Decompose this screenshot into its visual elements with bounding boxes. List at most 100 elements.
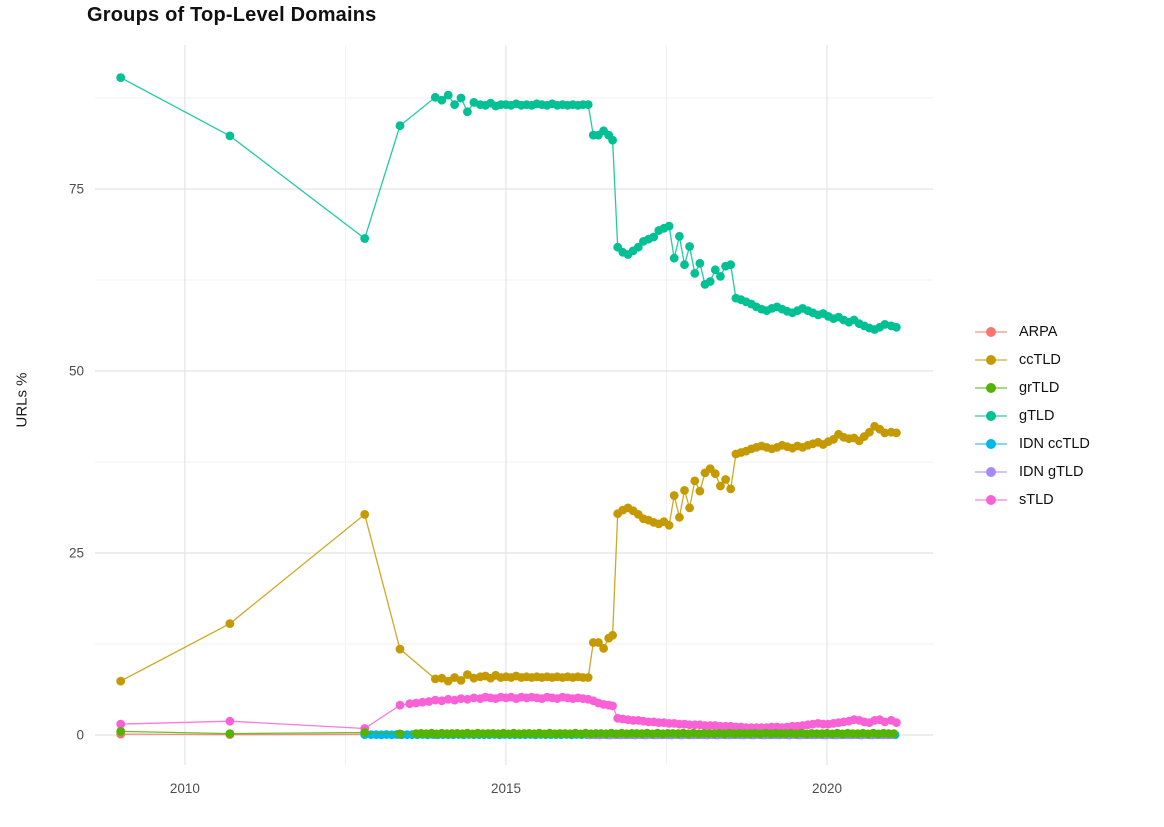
data-point bbox=[225, 131, 235, 141]
legend-key-icon bbox=[975, 325, 1007, 339]
data-point bbox=[395, 700, 405, 710]
data-point bbox=[116, 676, 126, 686]
data-point bbox=[443, 90, 453, 100]
series-layer bbox=[116, 73, 901, 740]
data-point bbox=[892, 322, 901, 332]
legend-label: IDN gTLD bbox=[1019, 464, 1084, 480]
legend-key-icon bbox=[975, 409, 1007, 423]
data-point bbox=[669, 253, 679, 263]
data-point bbox=[710, 469, 720, 479]
data-point bbox=[716, 272, 725, 281]
legend-label: IDN ccTLD bbox=[1019, 436, 1090, 452]
series-gtld bbox=[116, 73, 901, 334]
data-point bbox=[649, 232, 659, 242]
gridlines bbox=[95, 45, 933, 765]
axis-tick-labels: 0 25 50 75 2010 2015 2020 bbox=[69, 182, 842, 797]
data-point bbox=[437, 95, 447, 105]
series-stld bbox=[116, 692, 901, 733]
data-point bbox=[430, 674, 440, 684]
x-tick-label: 2015 bbox=[491, 781, 521, 796]
data-point bbox=[395, 121, 405, 131]
data-point bbox=[463, 670, 472, 679]
data-point bbox=[599, 644, 608, 653]
data-point bbox=[463, 107, 472, 117]
data-point bbox=[608, 630, 617, 640]
data-point bbox=[608, 701, 617, 711]
legend-key-icon bbox=[975, 353, 1007, 367]
data-point bbox=[443, 676, 453, 686]
data-point bbox=[675, 231, 684, 241]
legend-label: ccTLD bbox=[1019, 352, 1061, 368]
data-point bbox=[583, 673, 593, 682]
data-point bbox=[116, 727, 126, 736]
series-cctld bbox=[116, 421, 901, 686]
data-point bbox=[116, 73, 126, 82]
data-point bbox=[395, 729, 405, 739]
data-point bbox=[411, 698, 421, 708]
data-point bbox=[705, 277, 715, 286]
legend-key-icon bbox=[975, 381, 1007, 395]
data-point bbox=[710, 265, 720, 275]
data-point bbox=[418, 697, 427, 707]
data-point bbox=[608, 135, 617, 145]
data-point bbox=[695, 486, 705, 496]
legend-item-arpa: ARPA bbox=[975, 318, 1090, 346]
data-point bbox=[456, 676, 466, 685]
data-point bbox=[690, 269, 700, 278]
data-point bbox=[583, 100, 593, 109]
data-point bbox=[695, 258, 705, 268]
data-point bbox=[721, 475, 730, 484]
data-point bbox=[456, 694, 466, 703]
data-point bbox=[450, 100, 459, 109]
data-point bbox=[360, 234, 370, 243]
series-grtld bbox=[116, 727, 899, 739]
data-point bbox=[360, 510, 370, 519]
data-point bbox=[456, 93, 466, 103]
legend-label: sTLD bbox=[1019, 492, 1054, 508]
data-point bbox=[225, 729, 235, 738]
data-point bbox=[430, 695, 440, 705]
legend-key-icon bbox=[975, 493, 1007, 507]
legend-item-cctld: ccTLD bbox=[975, 346, 1090, 374]
y-tick-label: 25 bbox=[69, 546, 84, 561]
legend-item-idn-gtld: IDN gTLD bbox=[975, 458, 1090, 486]
data-point bbox=[669, 491, 679, 500]
data-point bbox=[675, 512, 684, 522]
legend-label: grTLD bbox=[1019, 380, 1060, 396]
data-point bbox=[889, 729, 899, 738]
legend-item-gtld: gTLD bbox=[975, 402, 1090, 430]
x-tick-label: 2010 bbox=[170, 781, 200, 796]
y-tick-label: 75 bbox=[69, 182, 84, 197]
data-point bbox=[633, 242, 643, 252]
data-point bbox=[594, 638, 603, 647]
data-point bbox=[116, 719, 126, 729]
data-point bbox=[690, 476, 700, 486]
y-tick-label: 50 bbox=[69, 364, 84, 379]
data-point bbox=[685, 242, 694, 251]
legend-item-grtld: grTLD bbox=[975, 374, 1090, 402]
data-point bbox=[469, 693, 479, 703]
data-point bbox=[405, 699, 415, 709]
data-point bbox=[865, 427, 874, 437]
data-point bbox=[360, 728, 370, 737]
y-tick-label: 0 bbox=[76, 728, 84, 743]
data-point bbox=[443, 694, 453, 704]
data-point bbox=[685, 503, 694, 513]
data-point bbox=[680, 260, 689, 270]
chart-title: Groups of Top-Level Domains bbox=[87, 4, 377, 26]
data-point bbox=[716, 481, 725, 491]
data-point bbox=[225, 619, 235, 628]
data-point bbox=[664, 221, 674, 231]
data-point bbox=[726, 260, 736, 270]
x-tick-label: 2020 bbox=[812, 781, 842, 796]
data-point bbox=[880, 428, 890, 438]
legend-label: gTLD bbox=[1019, 408, 1055, 424]
data-point bbox=[225, 716, 235, 726]
data-point bbox=[395, 644, 405, 654]
legend: ARPA ccTLD grTLD gTLD IDN ccTLD IDN gTLD sTLD bbox=[975, 318, 1090, 514]
data-point bbox=[664, 520, 674, 530]
data-point bbox=[680, 486, 689, 495]
legend-key-icon bbox=[975, 465, 1007, 479]
